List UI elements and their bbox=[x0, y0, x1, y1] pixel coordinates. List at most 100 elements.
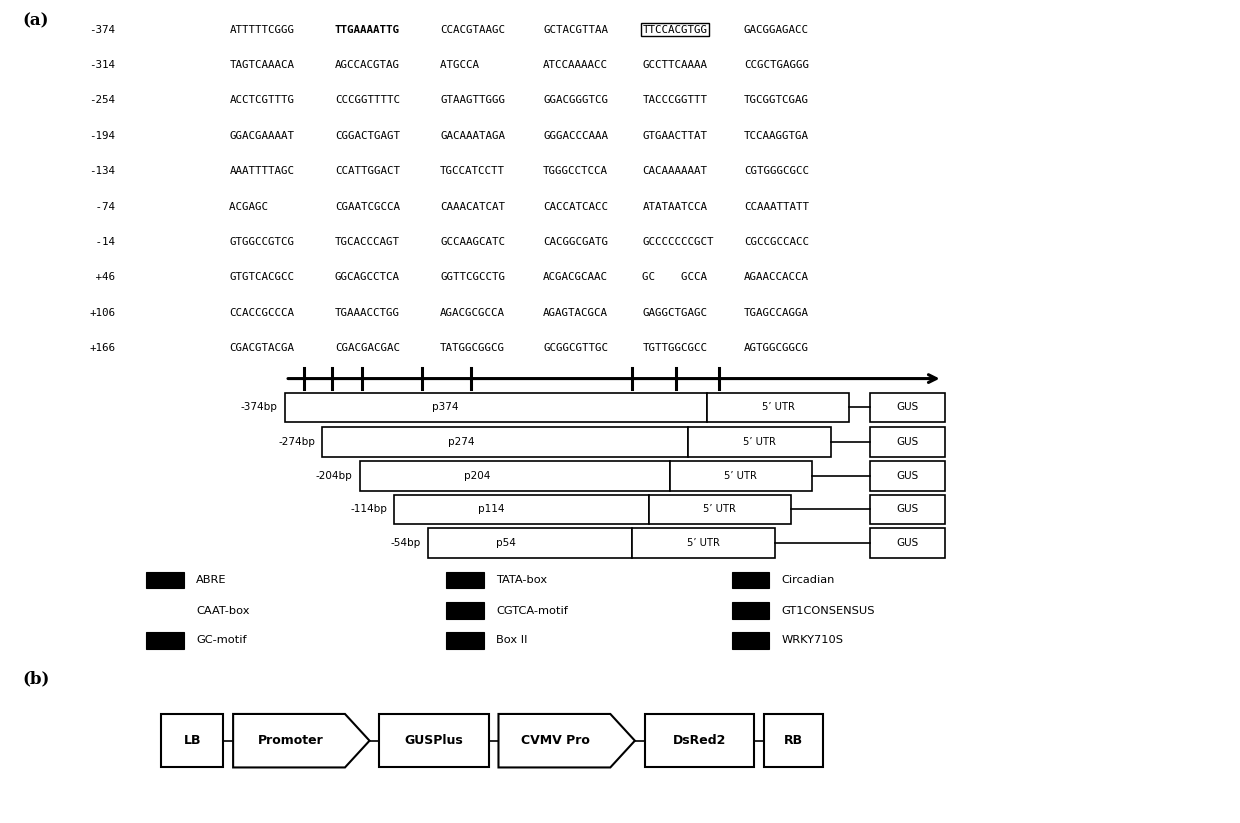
Text: CGAATCGCCA: CGAATCGCCA bbox=[335, 202, 399, 212]
Text: +166: +166 bbox=[89, 343, 115, 353]
Text: 5’ UTR: 5’ UTR bbox=[743, 437, 776, 447]
Text: CCATTGGACT: CCATTGGACT bbox=[335, 166, 399, 176]
Text: TGAAACCTGG: TGAAACCTGG bbox=[335, 308, 399, 318]
Bar bbox=[870, 393, 945, 422]
Bar bbox=[428, 528, 632, 558]
Text: TATGGCGGCG: TATGGCGGCG bbox=[440, 343, 505, 353]
Text: GUS: GUS bbox=[897, 437, 919, 447]
Text: CAAT-box: CAAT-box bbox=[196, 606, 249, 616]
Bar bbox=[707, 393, 849, 422]
Text: CACGGCGATG: CACGGCGATG bbox=[543, 237, 608, 247]
Bar bbox=[764, 714, 823, 767]
Text: CGCCGCCACC: CGCCGCCACC bbox=[744, 237, 808, 247]
Text: -314: -314 bbox=[89, 60, 115, 70]
Text: +46: +46 bbox=[89, 272, 115, 282]
Text: 5’ UTR: 5’ UTR bbox=[687, 538, 720, 548]
Text: ATTTTTCGGG: ATTTTTCGGG bbox=[229, 25, 294, 35]
Bar bbox=[732, 572, 769, 588]
Bar bbox=[394, 495, 649, 524]
Text: GUS: GUS bbox=[897, 504, 919, 514]
Text: CVMV Pro: CVMV Pro bbox=[521, 734, 590, 747]
Text: GTAAGTTGGG: GTAAGTTGGG bbox=[440, 95, 505, 105]
Text: GUS: GUS bbox=[897, 402, 919, 412]
Text: CGACGTACGA: CGACGTACGA bbox=[229, 343, 294, 353]
Text: +106: +106 bbox=[89, 308, 115, 318]
Text: GUSPlus: GUSPlus bbox=[404, 734, 464, 747]
Bar bbox=[322, 427, 688, 457]
Text: TATA-box: TATA-box bbox=[496, 575, 547, 585]
Text: CGACGACGAC: CGACGACGAC bbox=[335, 343, 399, 353]
Text: TCCAAGGTGA: TCCAAGGTGA bbox=[744, 131, 808, 141]
Text: ACGAGC: ACGAGC bbox=[229, 202, 294, 212]
Text: TTCCACGTGG: TTCCACGTGG bbox=[642, 25, 707, 35]
Text: CGTGGGCGCC: CGTGGGCGCC bbox=[744, 166, 808, 176]
Text: TAGTCAAACA: TAGTCAAACA bbox=[229, 60, 294, 70]
Text: p114: p114 bbox=[477, 504, 505, 514]
Text: -114bp: -114bp bbox=[350, 504, 387, 514]
Text: CCGCTGAGGG: CCGCTGAGGG bbox=[744, 60, 808, 70]
Bar bbox=[285, 393, 707, 422]
Text: -134: -134 bbox=[89, 166, 115, 176]
Text: GGGACCCAAA: GGGACCCAAA bbox=[543, 131, 608, 141]
Text: CCCGGTTTTC: CCCGGTTTTC bbox=[335, 95, 399, 105]
Text: CGGACTGAGT: CGGACTGAGT bbox=[335, 131, 399, 141]
Text: p204: p204 bbox=[464, 471, 491, 481]
Text: GC-motif: GC-motif bbox=[196, 635, 247, 645]
Text: -74: -74 bbox=[89, 202, 115, 212]
Text: GUS: GUS bbox=[897, 471, 919, 481]
Text: GT1CONSENSUS: GT1CONSENSUS bbox=[781, 606, 874, 616]
Bar bbox=[732, 632, 769, 649]
Text: ACCTCGTTTG: ACCTCGTTTG bbox=[229, 95, 294, 105]
Bar bbox=[360, 461, 670, 491]
Bar bbox=[645, 714, 754, 767]
Text: -194: -194 bbox=[89, 131, 115, 141]
Text: (b): (b) bbox=[22, 671, 50, 688]
Text: AAATTTTAGC: AAATTTTAGC bbox=[229, 166, 294, 176]
Text: AGCCACGTAG: AGCCACGTAG bbox=[335, 60, 399, 70]
Text: 5’ UTR: 5’ UTR bbox=[724, 471, 758, 481]
Bar bbox=[732, 602, 769, 619]
Text: GCTACGTTAA: GCTACGTTAA bbox=[543, 25, 608, 35]
Bar bbox=[870, 427, 945, 457]
Text: GCCAAGCATC: GCCAAGCATC bbox=[440, 237, 505, 247]
Bar bbox=[688, 427, 831, 457]
Text: 5’ UTR: 5’ UTR bbox=[703, 504, 737, 514]
Bar bbox=[379, 714, 489, 767]
Text: CCACCGCCCA: CCACCGCCCA bbox=[229, 308, 294, 318]
Text: -204bp: -204bp bbox=[315, 471, 352, 481]
Text: AGAACCACCA: AGAACCACCA bbox=[744, 272, 808, 282]
Text: p374: p374 bbox=[433, 402, 459, 412]
Text: 5’ UTR: 5’ UTR bbox=[761, 402, 795, 412]
Text: ATATAATCCA: ATATAATCCA bbox=[642, 202, 707, 212]
Bar bbox=[146, 632, 184, 649]
Text: CAAACATCAT: CAAACATCAT bbox=[440, 202, 505, 212]
Text: GACAAATAGA: GACAAATAGA bbox=[440, 131, 505, 141]
Text: WRKY710S: WRKY710S bbox=[781, 635, 843, 645]
Text: GCCCCCCCGCT: GCCCCCCCGCT bbox=[642, 237, 714, 247]
Text: TACCCGGTTT: TACCCGGTTT bbox=[642, 95, 707, 105]
Text: ACGACGCAAC: ACGACGCAAC bbox=[543, 272, 608, 282]
Text: LB: LB bbox=[184, 734, 201, 747]
Bar bbox=[161, 714, 223, 767]
Text: CACAAAAAАТ: CACAAAAAАТ bbox=[642, 166, 707, 176]
Text: TGCGGTCGAG: TGCGGTCGAG bbox=[744, 95, 808, 105]
Text: Box II: Box II bbox=[496, 635, 527, 645]
Text: -254: -254 bbox=[89, 95, 115, 105]
Text: AGAGTACGCA: AGAGTACGCA bbox=[543, 308, 608, 318]
Text: GTGAACTTAT: GTGAACTTAT bbox=[642, 131, 707, 141]
Text: -14: -14 bbox=[89, 237, 115, 247]
Text: TGCACCCAGT: TGCACCCAGT bbox=[335, 237, 399, 247]
Text: GAGGCTGAGC: GAGGCTGAGC bbox=[642, 308, 707, 318]
Text: DsRed2: DsRed2 bbox=[672, 734, 727, 747]
Bar bbox=[870, 461, 945, 491]
Bar bbox=[670, 461, 812, 491]
Bar bbox=[632, 528, 775, 558]
Text: TGGGCCTCCA: TGGGCCTCCA bbox=[543, 166, 608, 176]
Text: TTGAAAATTG: TTGAAAATTG bbox=[335, 25, 399, 35]
Text: p274: p274 bbox=[448, 437, 475, 447]
Text: GGCAGCCTCA: GGCAGCCTCA bbox=[335, 272, 399, 282]
Text: RB: RB bbox=[784, 734, 804, 747]
Text: TGAGCCAGGA: TGAGCCAGGA bbox=[744, 308, 808, 318]
Bar bbox=[870, 495, 945, 524]
Text: -274bp: -274bp bbox=[278, 437, 315, 447]
